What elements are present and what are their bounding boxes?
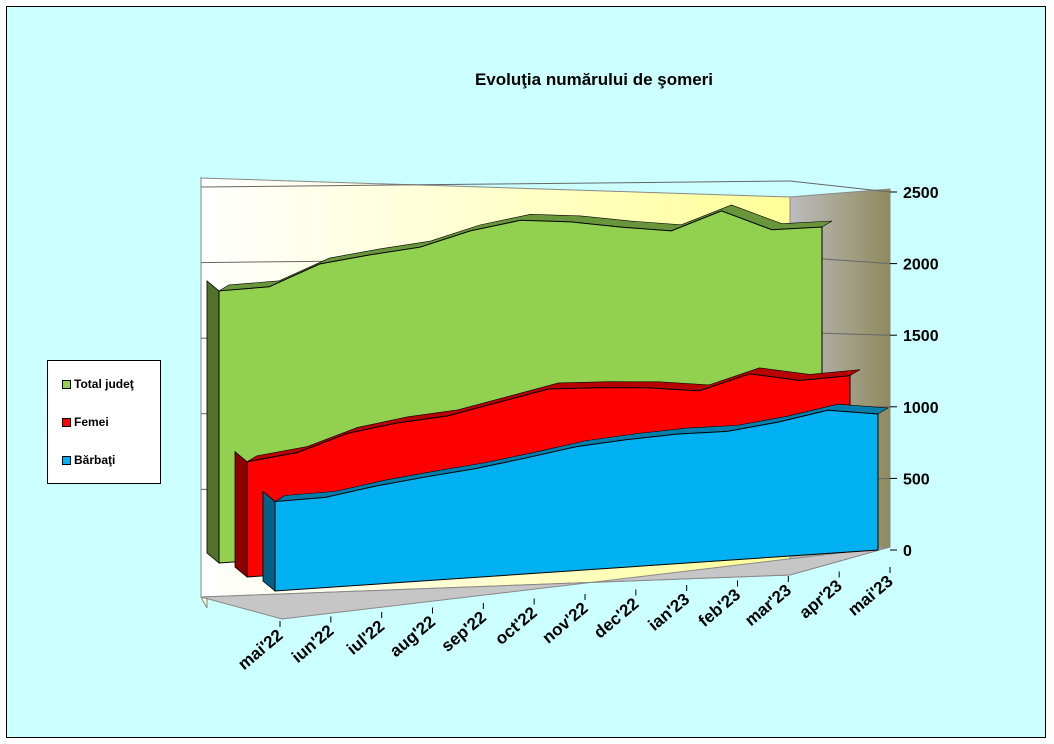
area-front <box>274 409 879 592</box>
x-tick-label: iul'22 <box>343 617 388 659</box>
x-tick-label: oct'22 <box>491 603 540 649</box>
chart-canvas: Evoluţia numărului de şomeri 0 500 1000 150… <box>200 70 939 674</box>
area-side <box>206 280 220 564</box>
x-tick-label: dec'22 <box>590 594 642 642</box>
x-tick-label: aug'22 <box>386 612 439 661</box>
chart-title: Evoluţia numărului de şomeri <box>475 70 713 89</box>
y-tick-label: 2500 <box>903 185 939 202</box>
x-tick-label: ian'23 <box>645 590 694 635</box>
x-tick-label: feb'23 <box>695 585 744 631</box>
legend: Total judeţ Femei Bărbaţi <box>47 360 161 484</box>
y-tick-label: 1000 <box>903 400 939 417</box>
floor <box>200 546 891 620</box>
y-tick-label: 1500 <box>903 328 939 345</box>
y-tick-label: 2000 <box>903 257 939 274</box>
x-tick-label: mai'22 <box>234 626 286 674</box>
gridline-back <box>200 180 791 188</box>
legend-swatch <box>62 379 71 389</box>
x-tick-label: nov'22 <box>539 599 592 648</box>
y-axis: 0 500 1000 1500 2000 2500 <box>890 185 939 560</box>
series-2 <box>262 403 889 592</box>
x-tick-label: sep'22 <box>438 608 490 656</box>
x-tick-label: iun'22 <box>288 621 337 667</box>
chart-area: Evoluţia numărului de şomeri 0 500 1000 150… <box>6 6 1046 738</box>
legend-item: Bărbaţi <box>62 453 115 467</box>
x-tick-label: mai'23 <box>844 572 896 620</box>
legend-item: Femei <box>62 415 109 429</box>
gridline-side <box>789 180 891 193</box>
x-tick-label: mar'23 <box>741 581 795 630</box>
legend-label: Femei <box>74 415 109 429</box>
legend-item: Total judeţ <box>62 377 134 391</box>
legend-swatch <box>62 417 71 427</box>
area-side <box>234 450 248 578</box>
y-tick-label: 0 <box>903 543 912 560</box>
area-side <box>262 490 276 592</box>
series-layer <box>206 204 889 592</box>
legend-label: Total judeţ <box>74 377 134 391</box>
x-tick-label: apr'23 <box>796 576 846 622</box>
y-tick-label: 500 <box>903 471 930 488</box>
legend-label: Bărbaţi <box>74 453 116 467</box>
legend-swatch <box>62 455 71 465</box>
